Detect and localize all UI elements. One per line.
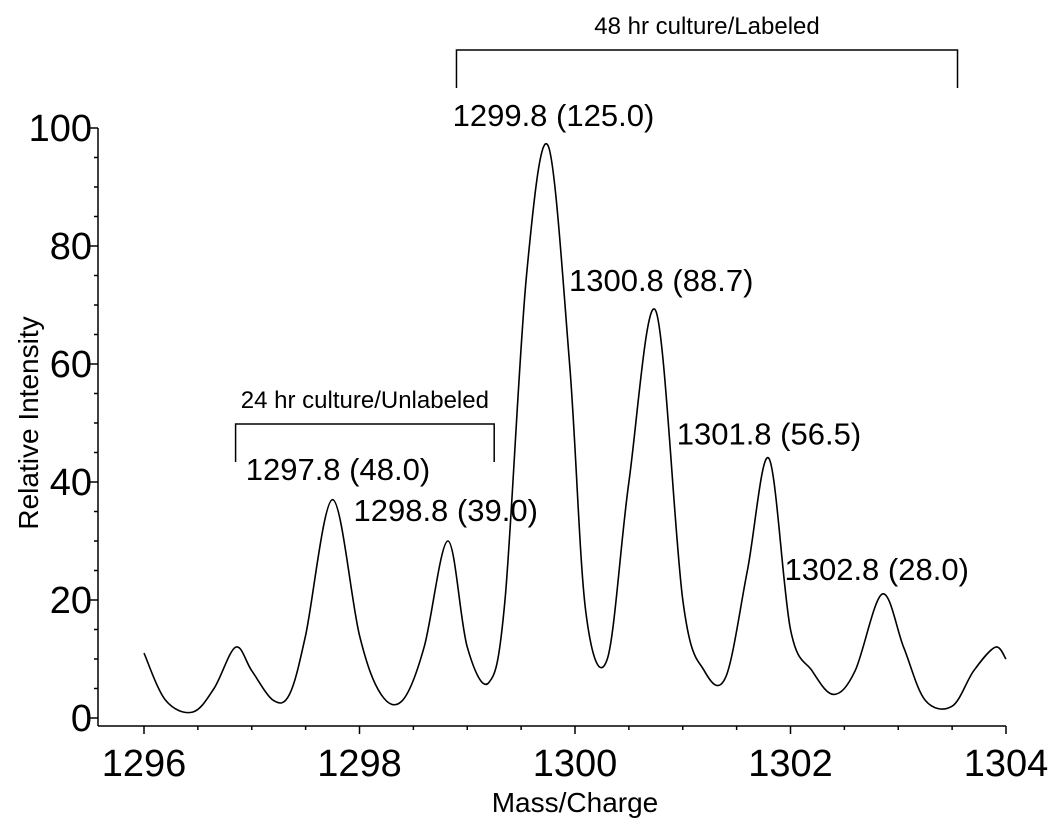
x-tick-label: 1304 xyxy=(964,743,1049,785)
x-tick-label: 1300 xyxy=(533,743,618,785)
y-axis-title: Relative Intensity xyxy=(13,316,44,529)
y-tick-label: 100 xyxy=(29,108,92,150)
bracket-line xyxy=(234,423,495,462)
bracket-label: 24 hr culture/Unlabeled xyxy=(241,387,489,414)
x-tick-label: 1302 xyxy=(748,743,833,785)
brackets: 24 hr culture/Unlabeled 48 hr culture/Lab… xyxy=(234,13,959,462)
x-tick-label: 1298 xyxy=(317,743,402,785)
peak-label: 1299.8 (125.0) xyxy=(453,98,655,133)
bracket-line xyxy=(455,49,959,88)
y-tick-label: 40 xyxy=(50,462,92,504)
y-tick-label: 60 xyxy=(50,344,92,386)
peak-label: 1302.8 (28.0) xyxy=(784,552,968,587)
spectrum-line xyxy=(143,142,1007,714)
axes xyxy=(97,128,1006,727)
x-axis-ticks: 1296 1298 1300 1302 1304 xyxy=(102,726,1049,785)
peak-label: 1297.8 (48.0) xyxy=(246,452,430,487)
y-tick-label: 0 xyxy=(71,698,92,740)
x-axis-title: Mass/Charge xyxy=(492,787,659,818)
peak-labels: 1297.8 (48.0) 1298.8 (39.0) 1299.8 (125.0)… xyxy=(246,98,969,587)
x-tick-label: 1296 xyxy=(102,743,187,785)
bracket-label: 48 hr culture/Labeled xyxy=(594,13,820,40)
peak-label: 1300.8 (88.7) xyxy=(569,263,753,298)
peak-label: 1298.8 (39.0) xyxy=(353,493,537,528)
y-tick-label: 20 xyxy=(50,580,92,622)
y-axis-ticks: 0 20 40 60 80 100 xyxy=(29,108,98,740)
y-tick-label: 80 xyxy=(50,226,92,268)
peak-label: 1301.8 (56.5) xyxy=(677,416,861,451)
